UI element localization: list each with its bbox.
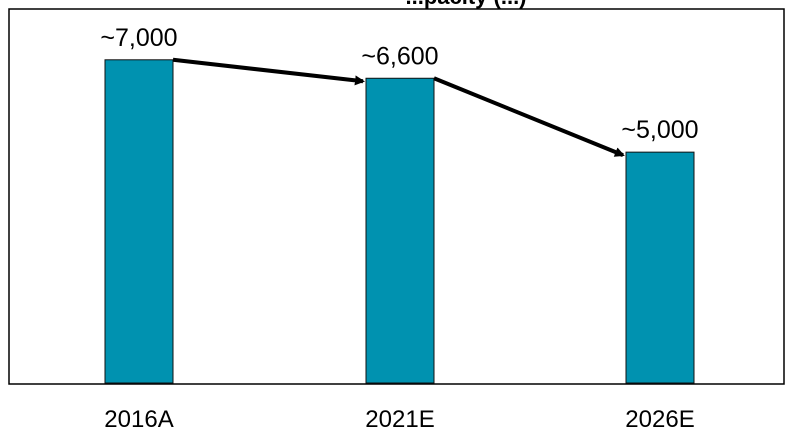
x-tick-labels-layer: 2016A 2021E 2026E bbox=[104, 406, 694, 433]
bar-2016A bbox=[104, 59, 174, 384]
trend-arrows-layer bbox=[172, 57, 625, 157]
data-label-2016A: ~7,000 bbox=[100, 24, 177, 52]
bar-2021E bbox=[365, 77, 435, 384]
data-label-2021E: ~6,600 bbox=[361, 42, 438, 70]
bar-2026E bbox=[625, 151, 695, 384]
trend-arrow-2021E-to-2026E bbox=[433, 76, 625, 157]
x-tick-label-2016A: 2016A bbox=[104, 406, 173, 433]
trend-arrow-2016A-to-2021E bbox=[172, 57, 365, 86]
data-label-2026E: ~5,000 bbox=[621, 116, 698, 144]
data-labels-layer: ~7,000 ~6,600 ~5,000 bbox=[100, 24, 698, 144]
x-tick-label-2026E: 2026E bbox=[625, 406, 694, 433]
chart-title: ...pacity (...) bbox=[405, 0, 526, 9]
bars-layer bbox=[104, 59, 695, 384]
x-tick-label-2021E: 2021E bbox=[365, 406, 434, 433]
plot-area-frame bbox=[8, 8, 785, 385]
